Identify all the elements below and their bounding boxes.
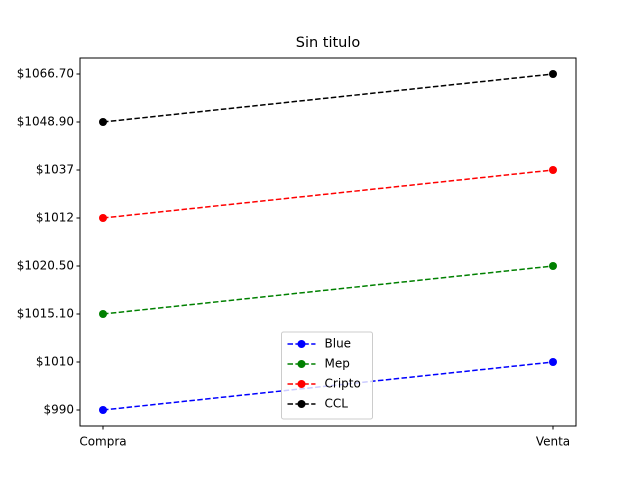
legend-label: Blue bbox=[325, 337, 352, 351]
legend-label: CCL bbox=[325, 397, 349, 411]
y-tick-label: $1037 bbox=[36, 163, 74, 177]
x-tick-label: Venta bbox=[536, 435, 570, 449]
y-tick-label: $990 bbox=[43, 403, 74, 417]
legend-label: Mep bbox=[325, 357, 350, 371]
legend-marker bbox=[297, 360, 306, 368]
y-tick-label: $1010 bbox=[36, 355, 74, 369]
data-point bbox=[549, 70, 557, 78]
data-point bbox=[99, 310, 107, 318]
legend-marker bbox=[297, 340, 306, 348]
legend-marker bbox=[297, 400, 306, 408]
legend-label: Cripto bbox=[325, 377, 361, 391]
data-point bbox=[549, 262, 557, 270]
legend: Blue Mep Cripto CCL bbox=[281, 331, 373, 420]
legend-box bbox=[281, 331, 373, 420]
chart-title: Sin titulo bbox=[296, 35, 361, 51]
legend-marker bbox=[297, 380, 306, 388]
y-tick-label: $1012 bbox=[36, 211, 74, 225]
data-point bbox=[549, 166, 557, 174]
x-tick-label: Compra bbox=[79, 435, 126, 449]
data-point bbox=[99, 406, 107, 414]
y-tick-label: $1066.70 bbox=[17, 67, 74, 81]
y-tick-label: $1020.50 bbox=[17, 259, 74, 273]
data-point bbox=[99, 118, 107, 126]
plot-frame bbox=[79, 57, 577, 427]
series-line bbox=[102, 265, 554, 315]
series-line bbox=[102, 73, 554, 123]
y-tick-label: $1048.90 bbox=[17, 115, 74, 129]
data-point bbox=[99, 214, 107, 222]
series-line bbox=[102, 169, 554, 219]
data-point bbox=[549, 358, 557, 366]
y-tick-label: $1015.10 bbox=[17, 307, 74, 321]
